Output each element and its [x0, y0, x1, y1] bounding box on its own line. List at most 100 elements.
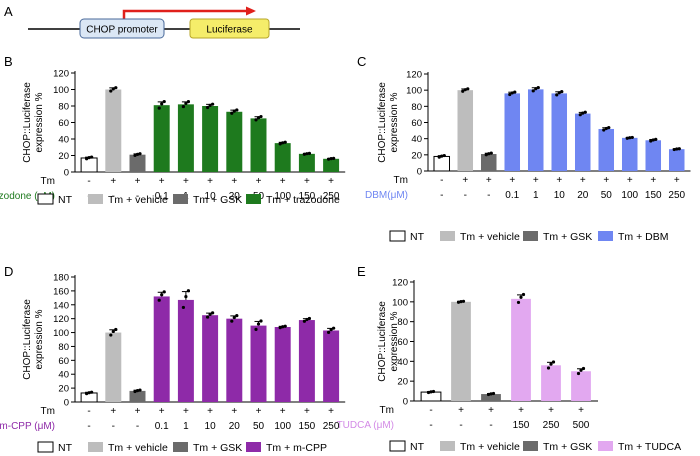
data-point [186, 100, 190, 104]
dose-row-value: 250 [323, 191, 340, 202]
tm-row-value: + [256, 176, 262, 187]
dose-row-value: - [459, 420, 462, 431]
y-tick-label: 0 [403, 397, 408, 408]
dose-row-value: 250 [668, 190, 685, 201]
y-tick-label: 60 [58, 356, 69, 367]
legend-swatch-vehicle [88, 194, 103, 204]
data-point [138, 388, 142, 392]
dose-row-label: TUDCA (μM) [337, 420, 394, 431]
y-tick-label: 20 [397, 377, 408, 388]
data-point [307, 316, 311, 321]
tm-row-value: + [488, 405, 494, 416]
tm-row-value: + [650, 175, 656, 186]
tm-row-value: + [280, 406, 286, 417]
legend-swatch-nt [389, 440, 406, 452]
y-axis-label: expression % [34, 92, 45, 152]
tm-row-value: + [462, 175, 468, 186]
data-point [305, 152, 309, 156]
tm-row-value: + [304, 406, 310, 417]
data-point [672, 147, 676, 152]
y-tick-label: 0 [64, 398, 69, 409]
data-point [456, 300, 461, 304]
data-point [302, 319, 306, 323]
data-point [256, 116, 261, 120]
transcription-arrow [122, 9, 248, 19]
tm-row-label: Tm [394, 175, 408, 186]
data-point [211, 311, 215, 315]
data-point [111, 87, 115, 91]
data-point [259, 319, 263, 323]
y-tick-label: 20 [58, 384, 69, 395]
tm-row-value: + [603, 175, 609, 186]
dose-row-value: 50 [601, 190, 613, 201]
data-point [489, 151, 493, 155]
data-point [677, 147, 681, 151]
legend-swatch-drug [598, 231, 613, 241]
dose-row-value: 1 [533, 190, 539, 201]
data-point [87, 391, 91, 395]
data-point [578, 113, 582, 117]
transcription-arrow-head [246, 6, 256, 16]
data-point [211, 102, 215, 106]
data-point [429, 390, 433, 394]
y-tick-label: 120 [53, 314, 69, 325]
tm-row-label: Tm [380, 405, 394, 416]
y-axis-label: CHOP::Luciferase [377, 301, 388, 382]
data-point [327, 330, 331, 334]
data-point [484, 153, 488, 157]
y-axis-label: CHOP::Luciferase [22, 82, 33, 163]
data-point [651, 138, 655, 142]
data-point [254, 327, 258, 331]
y-axis-label: CHOP::Luciferase [377, 82, 388, 163]
dose-row-value: 150 [645, 190, 662, 201]
data-point [256, 322, 261, 326]
legend-swatch-gsk [173, 194, 188, 204]
data-point [87, 156, 91, 160]
data-point [521, 292, 526, 297]
bar-d-6 [226, 318, 243, 402]
dose-row-value: - [136, 191, 139, 202]
data-point [206, 315, 210, 319]
data-point [510, 91, 514, 95]
data-point [206, 105, 210, 110]
y-tick-label: 60 [58, 118, 69, 129]
legend-swatch-nt [389, 230, 406, 242]
data-point [327, 157, 331, 161]
promoter-box [79, 18, 165, 39]
data-point [426, 390, 431, 395]
bar-c-1 [457, 90, 474, 171]
data-point [109, 333, 113, 337]
data-point [675, 147, 679, 151]
tm-row-value: + [280, 176, 286, 187]
bar-c-9 [645, 140, 662, 171]
data-point [109, 89, 113, 93]
data-point [654, 137, 658, 141]
y-tick-label: 80 [397, 317, 408, 328]
data-point [463, 88, 467, 92]
data-point [531, 89, 535, 93]
dose-row-value: - [112, 191, 115, 202]
dose-row-value: 10 [554, 190, 566, 201]
bar-b-10 [323, 158, 340, 172]
y-tick-label: 60 [411, 118, 422, 129]
bar-b-1 [105, 89, 122, 172]
dose-row-value: 0.1 [505, 190, 519, 201]
y-tick-label: 100 [53, 328, 69, 339]
y-axis-label: expression % [34, 309, 45, 369]
bar-c-7 [598, 128, 615, 171]
legend-swatch-gsk [523, 441, 538, 451]
data-point [332, 156, 336, 160]
dose-row-value: - [440, 190, 443, 201]
dose-row-value: - [136, 421, 139, 432]
promoter-label: CHOP promoter [86, 25, 158, 36]
data-point [184, 101, 188, 105]
data-point [602, 128, 606, 132]
y-tick-label: 120 [53, 69, 69, 80]
dose-row-label: DBM(μM) [365, 190, 408, 201]
dose-row-value: 150 [513, 420, 530, 431]
data-point [133, 153, 137, 158]
legend-label-nt: NT [410, 231, 425, 243]
dose-row-label: trazodone (μM) [0, 191, 55, 202]
data-point [208, 312, 212, 316]
